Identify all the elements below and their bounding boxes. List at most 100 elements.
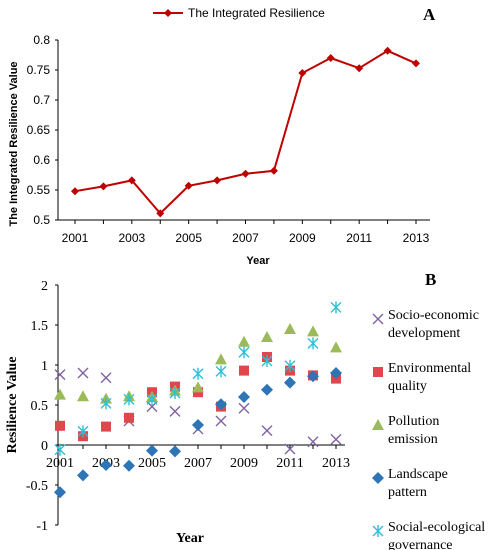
data-point-asterisk bbox=[215, 365, 227, 378]
chart-a: A The Integrated Resilience 0.50.550.60.… bbox=[8, 5, 436, 267]
data-point-integrated-resilience bbox=[71, 187, 79, 196]
data-point-x bbox=[307, 436, 319, 448]
y-tick-label-b: -1 bbox=[36, 519, 48, 534]
legend-b: Socio-economic development Environmental qu… bbox=[372, 308, 485, 550]
x-tick-label-b: 2011 bbox=[276, 456, 303, 471]
y-tick-label-b: 0.5 bbox=[31, 399, 49, 414]
legend-label: Social-ecological bbox=[388, 520, 485, 535]
x-tick-label-b: 2009 bbox=[230, 456, 258, 471]
data-point-diamond bbox=[100, 459, 112, 471]
panel-label-b: B bbox=[425, 270, 436, 289]
data-point-x bbox=[238, 402, 250, 414]
data-point-asterisk bbox=[192, 367, 204, 380]
data-point-diamond bbox=[284, 376, 296, 389]
series-points-a bbox=[71, 46, 420, 218]
y-tick-label-a: 0.8 bbox=[33, 33, 50, 47]
legend-marker-triangle bbox=[372, 419, 384, 430]
data-point-integrated-resilience bbox=[213, 176, 222, 185]
y-axis-title-b: Resilience Value bbox=[5, 357, 20, 454]
data-point-integrated-resilience bbox=[326, 54, 335, 62]
data-point-integrated-resilience bbox=[127, 176, 136, 185]
data-point-integrated-resilience bbox=[355, 64, 364, 73]
legend-label: development bbox=[388, 326, 460, 341]
data-point-x bbox=[54, 369, 66, 381]
x-tick-label-a: 2011 bbox=[346, 231, 372, 245]
series-line-integrated-resilience bbox=[74, 49, 417, 215]
data-point-integrated-resilience bbox=[99, 182, 108, 191]
data-point-asterisk bbox=[330, 301, 342, 314]
y-tick-label-b: 2 bbox=[41, 279, 48, 294]
data-point-integrated-resilience bbox=[156, 209, 165, 218]
data-point-integrated-resilience bbox=[298, 69, 307, 77]
y-tick-label-b: -0.5 bbox=[26, 479, 48, 494]
data-point-diamond bbox=[261, 383, 273, 396]
x-ticks-a: 2001 2003 2005 2007 2009 2011 2013 bbox=[62, 220, 430, 245]
data-point-integrated-resilience bbox=[184, 181, 193, 190]
x-tick-label-b: 2001 bbox=[46, 456, 74, 471]
x-axis-title-a: Year bbox=[246, 255, 270, 267]
x-tick-label-a: 2013 bbox=[403, 231, 430, 245]
x-tick-label-a: 2001 bbox=[62, 231, 89, 245]
legend-marker-square bbox=[373, 367, 383, 377]
data-point-asterisk bbox=[54, 443, 66, 456]
x-tick-label-b: 2013 bbox=[322, 456, 350, 471]
data-point-x bbox=[330, 433, 342, 445]
legend-marker-diamond bbox=[372, 472, 384, 484]
data-point-square bbox=[124, 412, 134, 423]
data-point-x bbox=[100, 372, 112, 384]
series-points-b bbox=[54, 301, 342, 499]
y-tick-label-b: 1 bbox=[41, 359, 48, 374]
x-tick-label-b: 2007 bbox=[184, 456, 212, 471]
x-tick-label-a: 2009 bbox=[289, 231, 316, 245]
data-point-diamond bbox=[146, 444, 158, 457]
y-tick-label-a: 0.55 bbox=[27, 183, 51, 197]
data-point-triangle bbox=[77, 390, 89, 402]
x-axis-title-b: Year bbox=[176, 531, 204, 546]
legend-label: quality bbox=[388, 379, 427, 394]
data-point-x bbox=[77, 367, 89, 379]
data-point-x bbox=[215, 415, 227, 427]
y-tick-label-a: 0.75 bbox=[27, 63, 51, 77]
data-point-asterisk bbox=[284, 359, 296, 372]
legend-label: pattern bbox=[388, 485, 427, 500]
y-tick-label-b: 0 bbox=[41, 439, 48, 454]
data-point-asterisk bbox=[123, 393, 135, 406]
data-point-square bbox=[239, 365, 249, 376]
data-point-integrated-resilience bbox=[241, 169, 250, 178]
legend-label: emission bbox=[388, 432, 438, 447]
data-point-diamond bbox=[238, 391, 250, 403]
data-point-integrated-resilience bbox=[269, 166, 278, 175]
legend-a-label: The Integrated Resilience bbox=[188, 6, 325, 20]
legend-marker-asterisk bbox=[372, 525, 384, 537]
legend-label: Pollution bbox=[388, 414, 439, 429]
data-point-asterisk bbox=[146, 393, 158, 406]
data-point-asterisk bbox=[238, 346, 250, 359]
data-point-triangle bbox=[284, 323, 296, 334]
data-point-integrated-resilience bbox=[412, 59, 420, 68]
y-axis-title-a: The Integrated Resilience Value bbox=[8, 61, 20, 226]
y-ticks-a: 0.5 0.55 0.6 0.65 0.7 0.75 0.8 bbox=[27, 33, 58, 227]
data-point-x bbox=[169, 405, 181, 417]
legend-label: Landscape bbox=[388, 467, 448, 482]
data-point-triangle bbox=[54, 388, 66, 400]
legend-a: The Integrated Resilience bbox=[153, 6, 325, 20]
legend-a-marker bbox=[164, 9, 172, 17]
y-tick-label-a: 0.5 bbox=[33, 213, 50, 227]
data-point-asterisk bbox=[261, 355, 273, 367]
data-point-asterisk bbox=[307, 337, 319, 350]
data-point-square bbox=[101, 421, 111, 432]
x-tick-label-b: 2005 bbox=[138, 456, 166, 471]
data-point-integrated-resilience bbox=[383, 46, 392, 55]
data-point-diamond bbox=[123, 459, 135, 472]
data-point-asterisk bbox=[100, 397, 112, 410]
data-point-diamond bbox=[54, 486, 66, 499]
data-point-triangle bbox=[307, 325, 319, 337]
data-point-triangle bbox=[192, 381, 204, 393]
data-point-diamond bbox=[330, 367, 342, 379]
data-point-triangle bbox=[215, 353, 227, 365]
data-point-x bbox=[284, 443, 296, 455]
data-point-triangle bbox=[238, 335, 250, 347]
x-tick-label-a: 2005 bbox=[175, 231, 202, 245]
x-tick-label-a: 2007 bbox=[232, 231, 259, 245]
